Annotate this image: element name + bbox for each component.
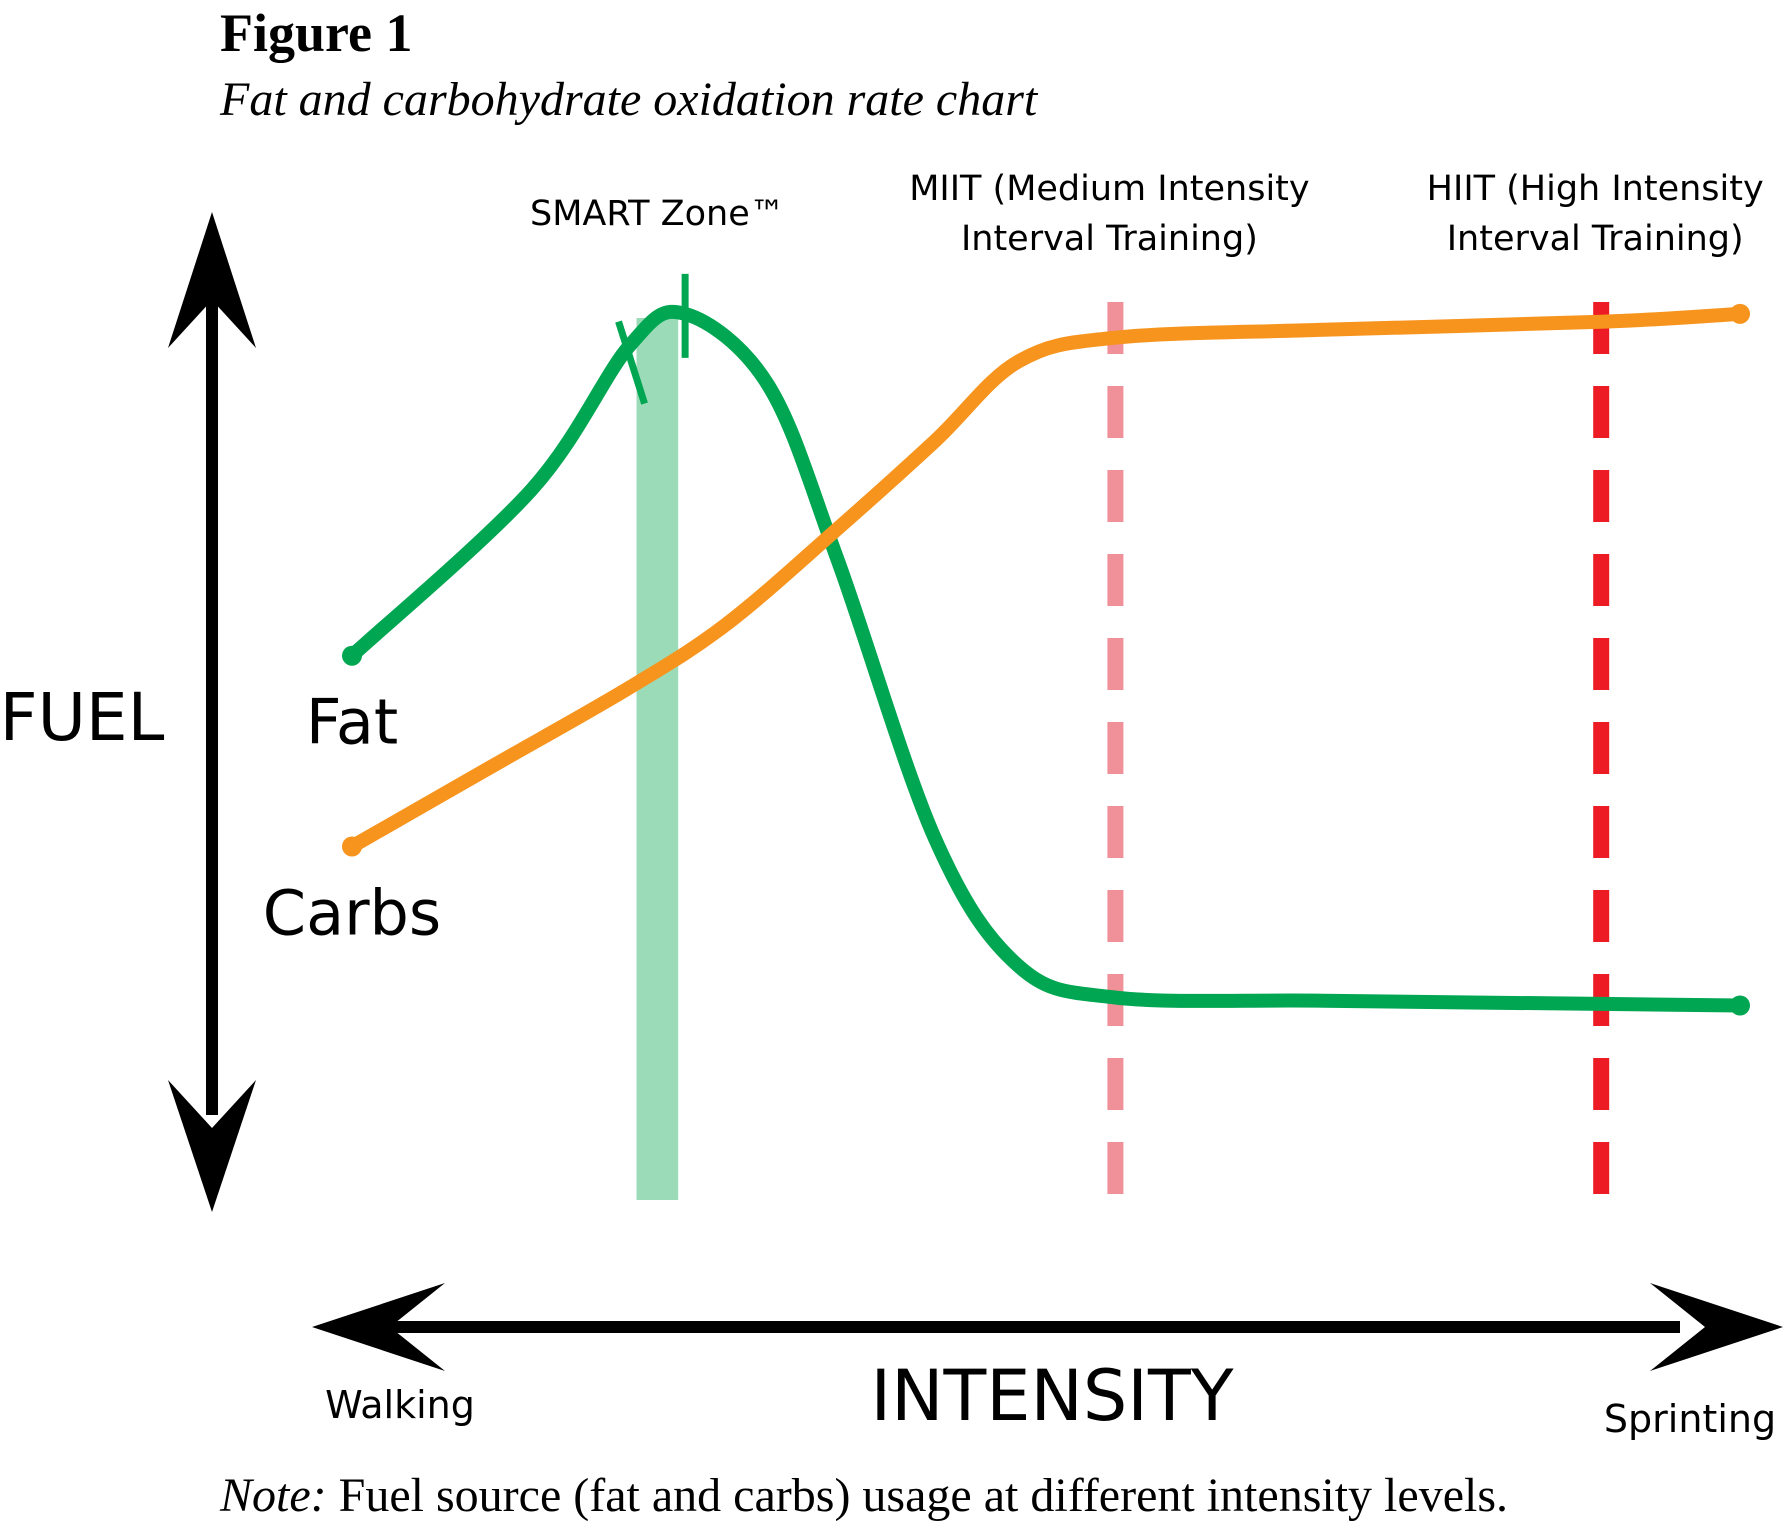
fuel-axis-arrowhead-bottom — [168, 1080, 256, 1212]
series-end-point-carbs — [1730, 303, 1750, 324]
figure-note-label: Note: — [220, 1469, 327, 1522]
intensity-axis-arrowhead-right — [1650, 1283, 1783, 1371]
y-axis-label: FUEL — [0, 679, 165, 756]
marker-label-hiit-line2: Interval Training) — [1447, 219, 1744, 259]
x-axis-end-label: Sprinting — [1604, 1397, 1776, 1441]
figure-note-text: Fuel source (fat and carbs) usage at dif… — [326, 1469, 1509, 1522]
series-line-carbs — [345, 306, 1747, 854]
intensity-axis-arrowhead-left — [312, 1283, 445, 1371]
fuel-axis-arrowhead-top — [168, 212, 256, 348]
intensity-axis-arrow — [312, 1283, 1783, 1371]
series-label-carbs: Carbs — [263, 877, 441, 950]
fuel-axis-arrow — [168, 212, 256, 1212]
smart-zone-tick-start — [615, 320, 648, 405]
series-start-point-carbs — [342, 836, 362, 857]
x-axis-start-label: Walking — [325, 1383, 475, 1427]
figure-note: Note: Fuel source (fat and carbs) usage … — [220, 1468, 1508, 1523]
series-label-fat: Fat — [306, 686, 398, 759]
x-axis-label: INTENSITY — [871, 1355, 1234, 1437]
series-start-point-fat — [342, 645, 362, 666]
marker-label-miit-line2: Interval Training) — [961, 219, 1258, 259]
marker-label-miit-line1: MIIT (Medium Intensity — [909, 169, 1309, 209]
figure-caption: Fat and carbohydrate oxidation rate char… — [220, 73, 1038, 126]
figure-number: Figure 1 — [220, 3, 413, 63]
smart-zone-label: SMART Zone™ — [530, 194, 785, 234]
smart-zone-band — [636, 318, 679, 1200]
series-end-point-fat — [1730, 995, 1750, 1016]
series-line-fat — [345, 304, 1747, 1013]
marker-label-hiit-line1: HIIT (High Intensity — [1427, 169, 1764, 209]
